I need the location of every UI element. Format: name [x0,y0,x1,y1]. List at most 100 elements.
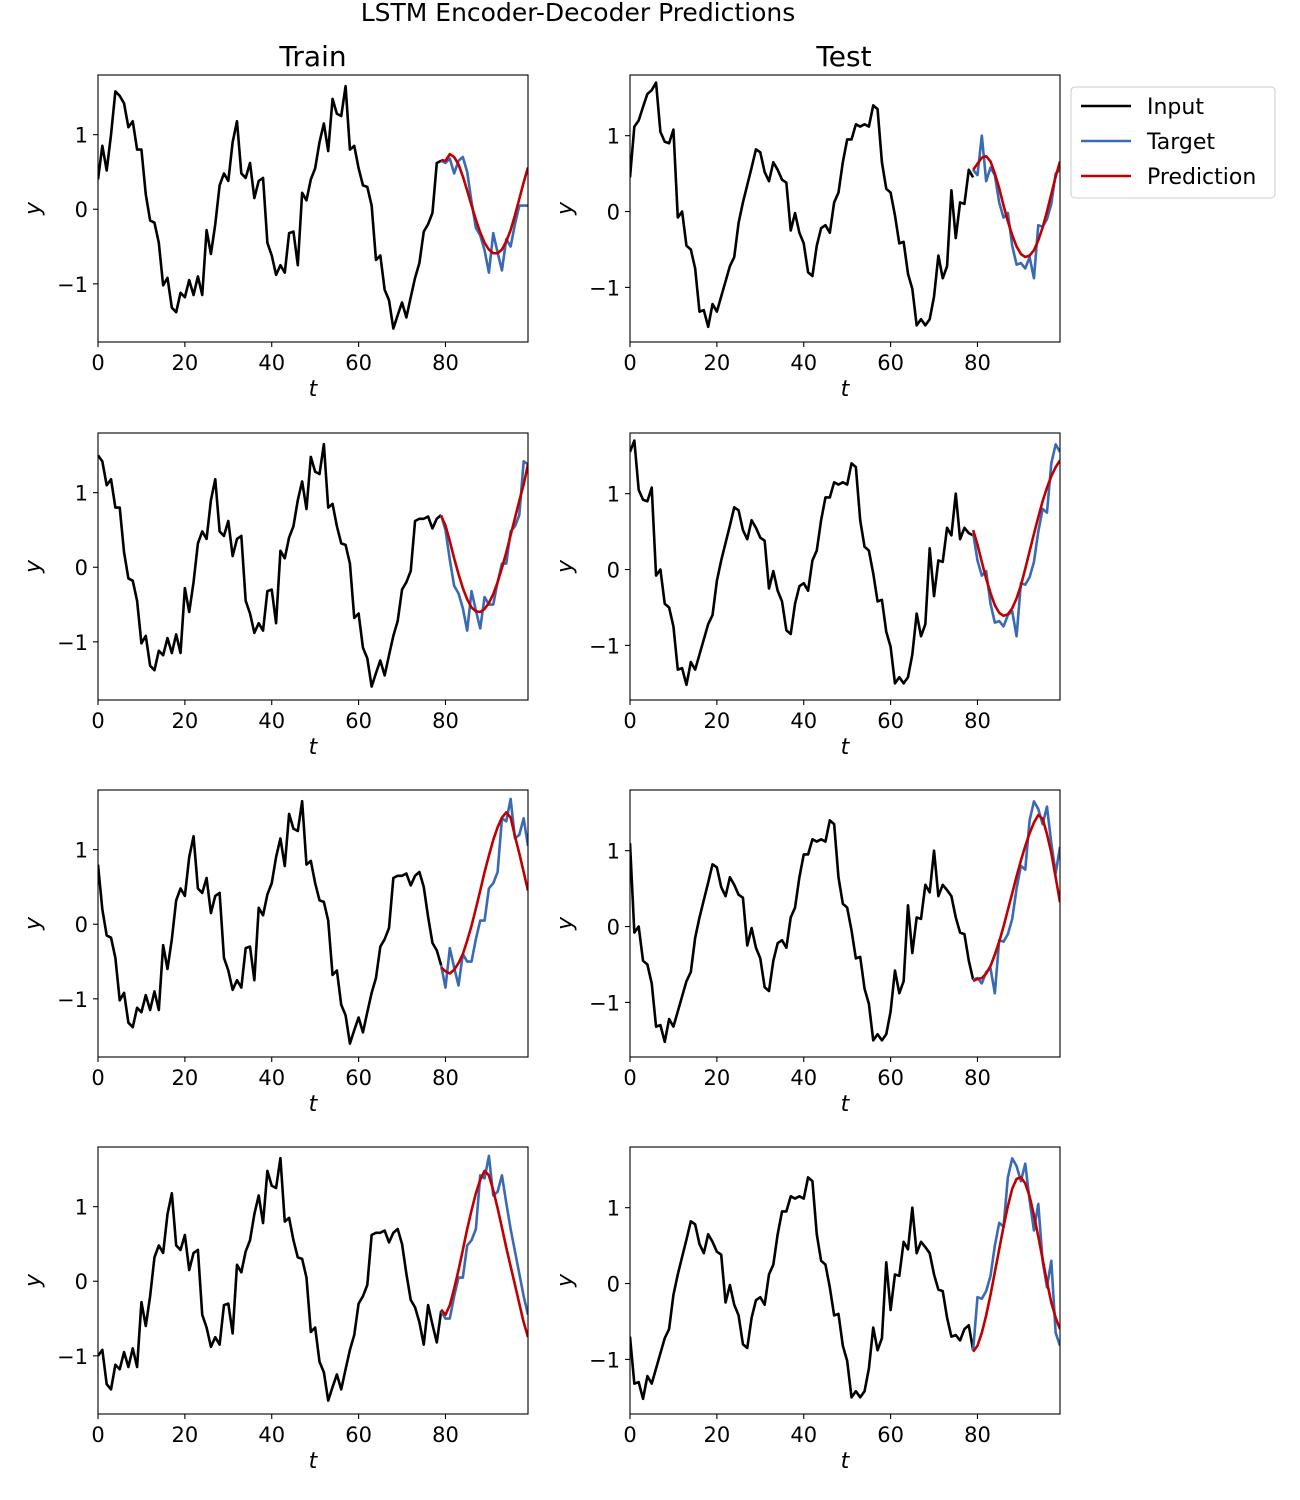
series-line-input [630,819,975,1044]
x-axis-label: t [841,735,851,760]
x-tick-label: 40 [790,709,817,733]
x-tick-label: 0 [91,351,104,375]
series-line-prediction [439,464,528,614]
x-tick-label: 0 [623,1423,636,1447]
y-tick-label: 1 [607,840,620,864]
x-tick-label: 20 [704,1423,731,1447]
subplot-train-3: 0 20 40 60 80 −1 0 1 t y [21,789,529,1117]
x-tick-label: 20 [172,351,199,375]
x-tick-label: 40 [790,351,817,375]
y-tick-label: 1 [75,124,88,148]
series-line-input [98,799,443,1045]
figure-title: LSTM Encoder-Decoder Predictions [361,0,796,27]
y-tick-label: 0 [75,913,88,937]
x-tick-label: 0 [623,351,636,375]
axes-frame [97,1146,529,1415]
x-axis-label: t [309,735,319,760]
subplot-grid: 0 20 40 60 80 −1 0 1 t y 0 20 40 60 80 −1 0 1 t y 0 20 40 60 80 −… [21,74,1061,1474]
series-line-prediction [972,154,1060,259]
x-axis-label: t [841,377,851,402]
x-tick-label: 0 [623,1066,636,1090]
x-tick-label: 60 [345,351,372,375]
axes-frame [629,432,1061,701]
x-tick-label: 80 [964,1066,991,1090]
x-tick-label: 40 [258,709,285,733]
x-tick-label: 80 [432,351,459,375]
series-line-input [630,439,974,687]
x-tick-label: 60 [345,1423,372,1447]
subplot-test-4: 0 20 40 60 80 −1 0 1 t y [553,1146,1061,1474]
series-line-prediction [972,813,1060,983]
y-tick-label: −1 [57,631,88,655]
series-line-input [98,1156,443,1402]
x-tick-label: 20 [704,351,731,375]
column-title-train: Train [278,40,346,73]
x-tick-label: 80 [964,1423,991,1447]
series-line-target [439,797,528,989]
x-tick-label: 80 [432,1066,459,1090]
series-line-target [971,1157,1060,1351]
x-tick-label: 20 [704,709,731,733]
subplot-train-2: 0 20 40 60 80 −1 0 1 t y [21,432,529,760]
y-tick-label: 0 [607,916,620,940]
y-axis-label: y [553,559,578,574]
y-tick-label: −1 [589,276,620,300]
series-line-prediction [440,152,528,255]
y-tick-label: −1 [57,988,88,1012]
legend-label-target: Target [1146,130,1215,155]
y-tick-label: 1 [607,1197,620,1221]
x-tick-label: 60 [345,1066,372,1090]
y-axis-label: y [21,916,46,931]
axes-frame [629,789,1061,1058]
y-tick-label: 0 [607,1273,620,1297]
y-tick-label: −1 [589,634,620,658]
x-axis-label: t [309,1092,319,1117]
x-tick-label: 20 [172,1066,199,1090]
x-tick-label: 0 [91,1066,104,1090]
column-title-test: Test [815,40,871,73]
subplot-test-2: 0 20 40 60 80 −1 0 1 t y [553,432,1061,760]
x-tick-label: 40 [258,351,285,375]
x-tick-label: 80 [432,1423,459,1447]
legend-frame [1070,86,1276,199]
y-axis-label: y [21,201,46,216]
x-axis-label: t [309,377,319,402]
subplot-test-1: 0 20 40 60 80 −1 0 1 t y [553,74,1061,402]
y-tick-label: −1 [57,1345,88,1369]
y-tick-label: 1 [607,125,620,149]
series-line-prediction [440,1169,528,1338]
y-tick-label: 0 [607,201,620,225]
series-line-input [98,84,442,330]
series-line-input [98,442,442,688]
series-line-target [971,443,1060,638]
subplot-train-1: 0 20 40 60 80 −1 0 1 t y [21,74,529,402]
legend: Input Target Prediction [1070,86,1276,199]
y-tick-label: −1 [589,991,620,1015]
x-tick-label: 60 [877,709,904,733]
x-tick-label: 80 [964,709,991,733]
axes-frame [629,74,1061,343]
subplot-train-4: 0 20 40 60 80 −1 0 1 t y [21,1146,529,1474]
series-line-prediction [971,459,1060,618]
x-tick-label: 60 [877,1423,904,1447]
subplot-test-3: 0 20 40 60 80 −1 0 1 t y [553,789,1061,1117]
x-tick-label: 20 [172,1423,199,1447]
x-axis-label: t [841,1449,851,1474]
x-tick-label: 40 [258,1423,285,1447]
x-tick-label: 0 [623,709,636,733]
x-tick-label: 40 [790,1066,817,1090]
x-axis-label: t [309,1449,319,1474]
series-line-target [440,1154,528,1320]
x-tick-label: 80 [432,709,459,733]
y-tick-label: 0 [75,556,88,580]
y-tick-label: 0 [75,198,88,222]
x-tick-label: 20 [172,709,199,733]
x-tick-label: 0 [91,1423,104,1447]
y-axis-label: y [553,1273,578,1288]
axes-frame [629,1146,1061,1415]
y-tick-label: 1 [75,839,88,863]
y-axis-label: y [553,916,578,931]
y-axis-label: y [553,201,578,216]
series-line-target [440,155,528,274]
x-tick-label: 20 [704,1066,731,1090]
